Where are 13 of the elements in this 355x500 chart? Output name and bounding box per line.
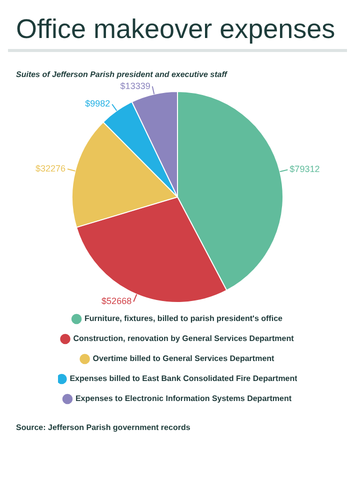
chart-title: Office makeover expenses: [8, 8, 347, 52]
legend-label: Furniture, fixtures, billed to parish president's office: [84, 314, 284, 324]
legend-label: Construction, renovation by General Services Department: [73, 334, 294, 344]
data-label: $52668: [102, 296, 132, 306]
legend-label: Expenses to Electronic Information Systems Department: [75, 394, 292, 404]
legend-label: Overtime billed to General Services Department: [92, 354, 275, 364]
legend-label: Expenses billed to East Bank Consolidated Fire Department: [70, 374, 298, 384]
source-note: Source: Jefferson Parish government records: [16, 423, 192, 432]
data-label: $32276: [35, 164, 66, 174]
data-label: $79312: [290, 164, 320, 174]
data-label: $13339: [120, 80, 150, 91]
data-label: $9982: [85, 98, 110, 109]
chart-subtitle: Suites of Jefferson Parish president and executive staff: [16, 70, 228, 79]
